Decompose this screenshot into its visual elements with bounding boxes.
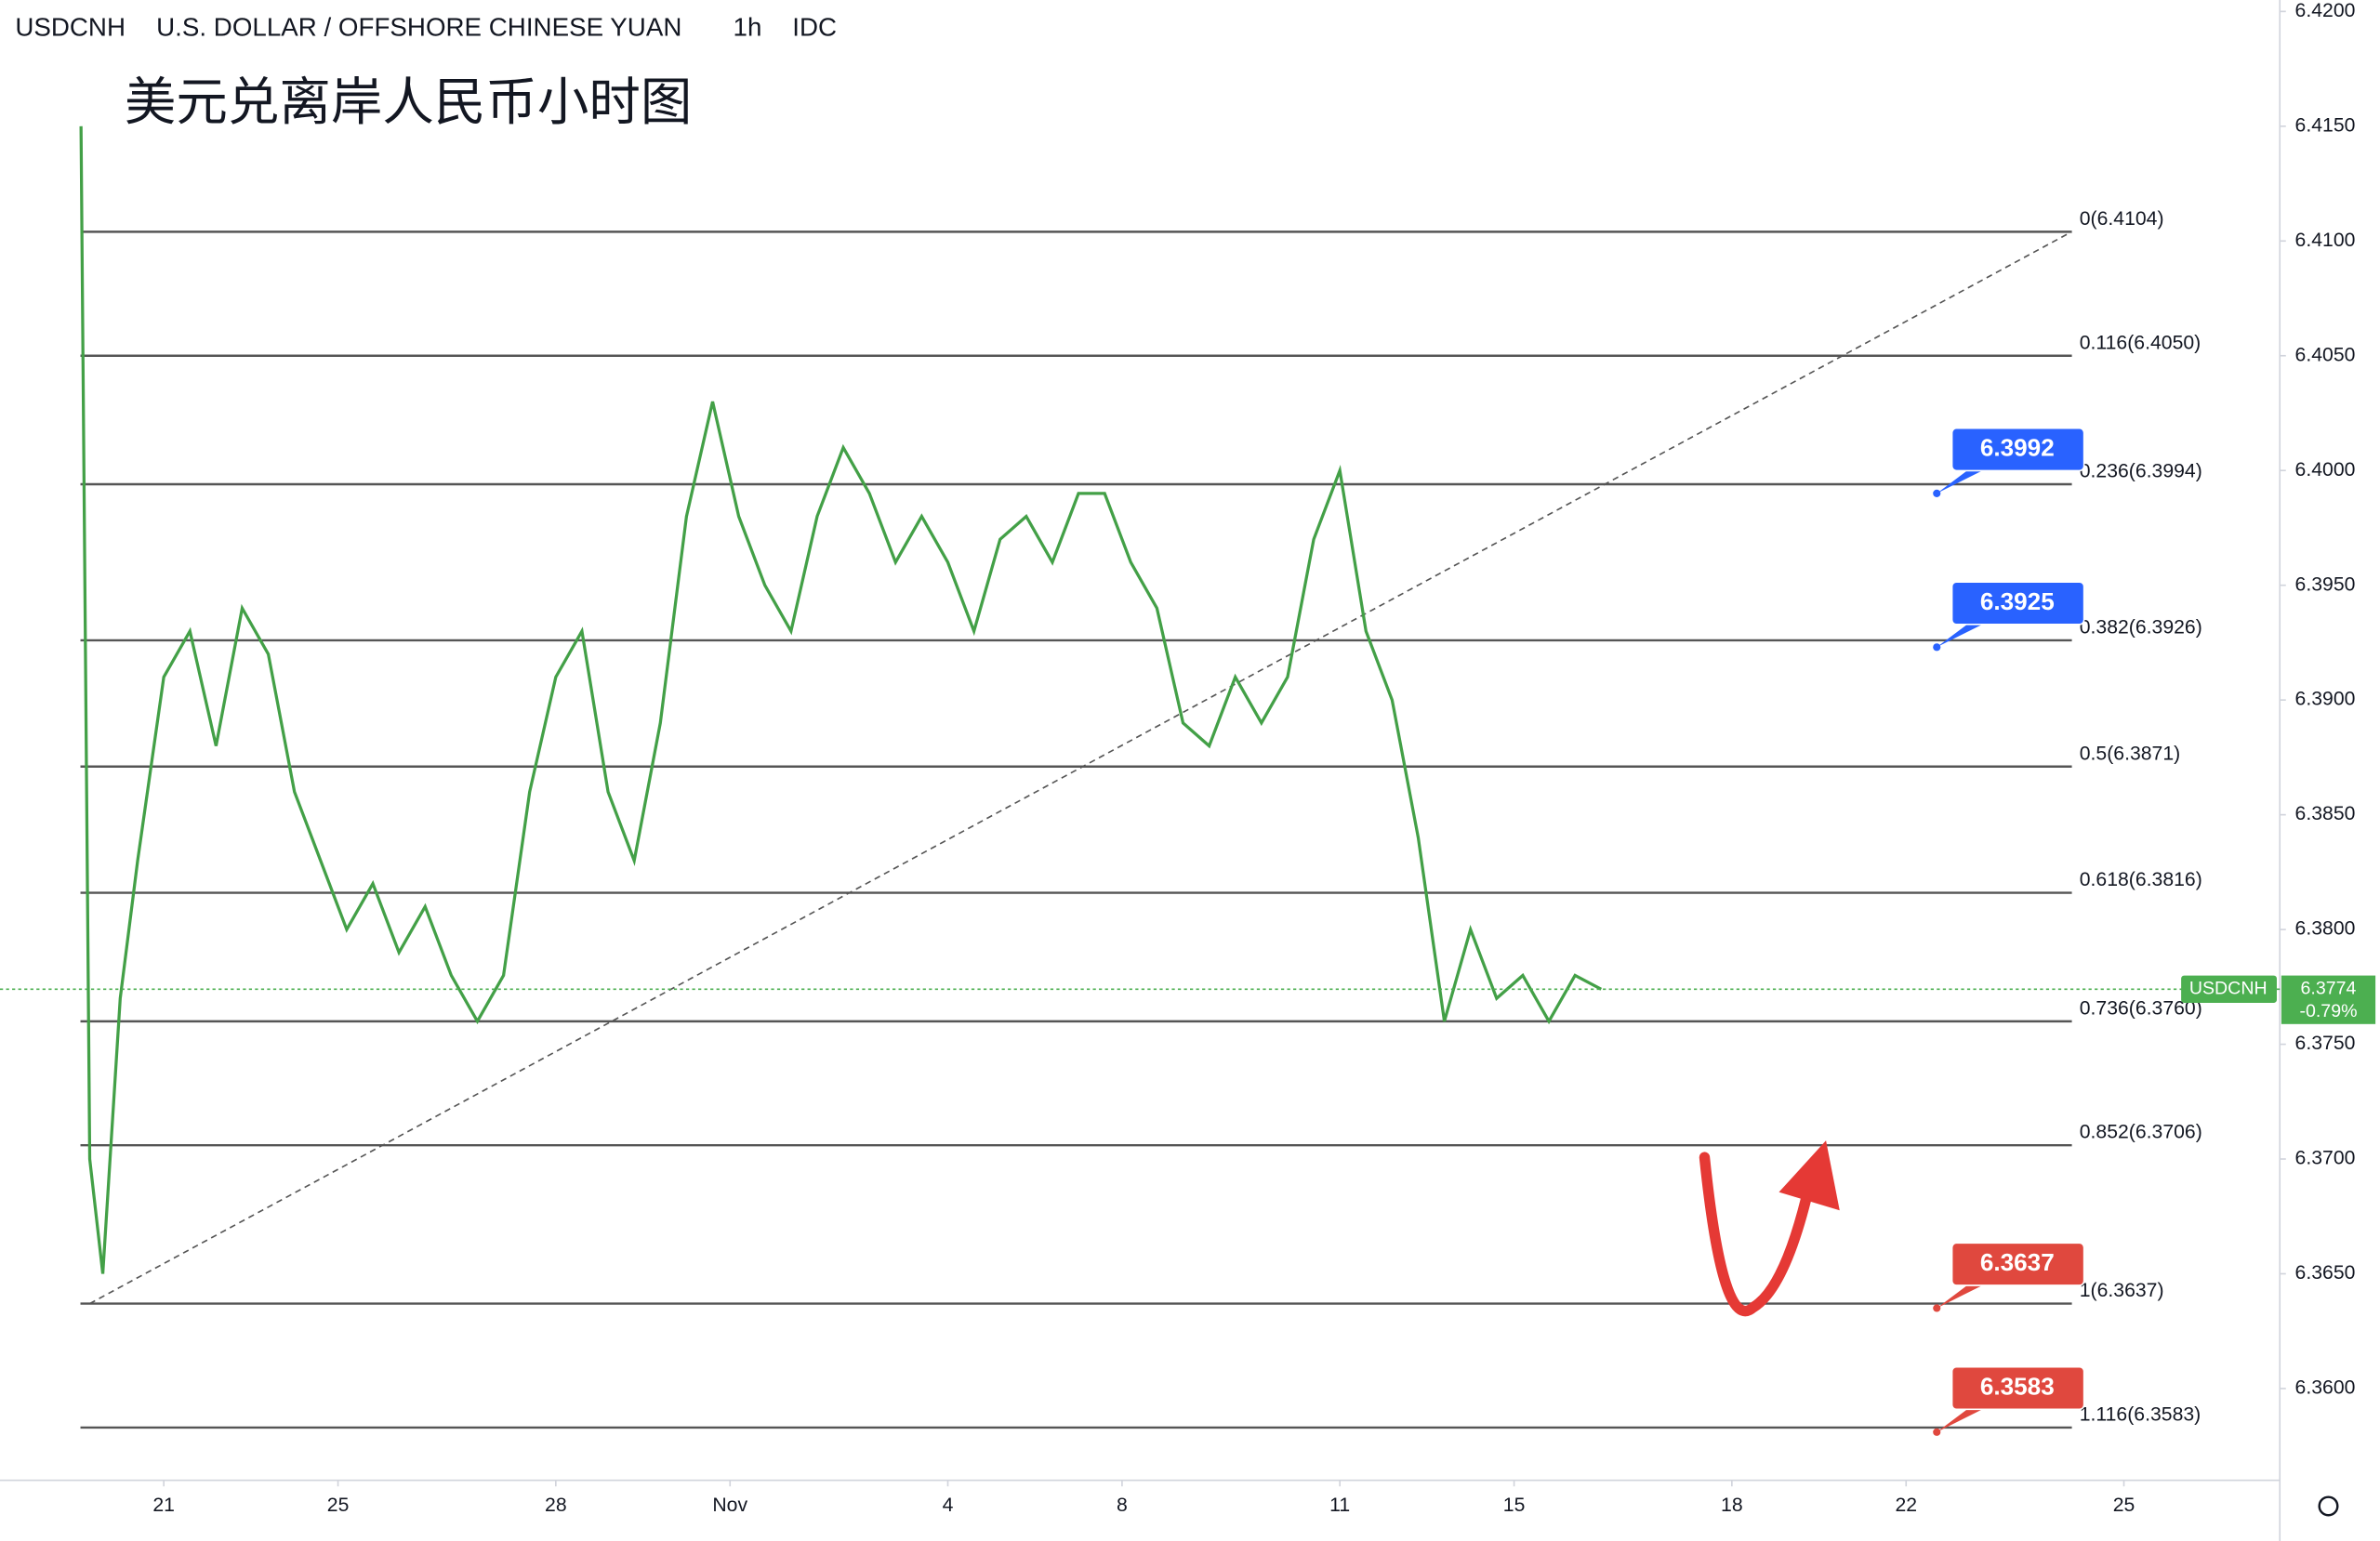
fib-label: 0(6.4104) bbox=[2080, 208, 2164, 230]
price-mark-dot bbox=[1933, 489, 1941, 497]
last-price-tag bbox=[2281, 975, 2376, 1024]
x-tick-label: 25 bbox=[2113, 1495, 2135, 1516]
x-tick-label: 15 bbox=[1503, 1495, 1526, 1516]
fib-label: 0.382(6.3926) bbox=[2080, 617, 2202, 639]
price-mark-label: 6.3992 bbox=[1980, 433, 2055, 461]
arrow-head bbox=[1778, 1140, 1840, 1211]
y-tick-label: 6.3800 bbox=[2295, 918, 2356, 940]
last-price-label: 6.3774 bbox=[2301, 978, 2357, 998]
price-mark-box bbox=[1950, 427, 2085, 472]
price-mark-label: 6.3583 bbox=[1980, 1372, 2055, 1400]
price-mark-dot bbox=[1933, 643, 1941, 652]
price-mark-label: 6.3925 bbox=[1980, 587, 2055, 615]
settings-icon[interactable] bbox=[2318, 1495, 2339, 1517]
symbol-tag bbox=[2181, 975, 2277, 1003]
y-tick-label: 6.3950 bbox=[2295, 573, 2356, 595]
arrow bbox=[1699, 1152, 1812, 1317]
price-line bbox=[79, 125, 1603, 1274]
y-tick-label: 6.4200 bbox=[2295, 0, 2356, 21]
trendline bbox=[89, 230, 2072, 1305]
x-tick-label: 25 bbox=[327, 1495, 350, 1516]
fib-label: 0.736(6.3760) bbox=[2080, 997, 2202, 1019]
fib-label: 0.116(6.4050) bbox=[2080, 332, 2201, 353]
x-tick-label: 18 bbox=[1721, 1495, 1743, 1516]
x-tick-label: 11 bbox=[1329, 1495, 1350, 1516]
fib-label: 0.618(6.3816) bbox=[2080, 869, 2202, 890]
x-tick-label: 28 bbox=[545, 1495, 567, 1516]
x-tick-label: 8 bbox=[1117, 1495, 1128, 1516]
y-tick-label: 6.3600 bbox=[2295, 1377, 2356, 1399]
price-mark-box bbox=[1950, 581, 2085, 626]
y-tick-label: 6.3700 bbox=[2295, 1148, 2356, 1169]
y-tick-label: 6.3750 bbox=[2295, 1033, 2356, 1054]
y-tick-label: 6.4100 bbox=[2295, 230, 2356, 251]
fib-label: 0.5(6.3871) bbox=[2080, 743, 2180, 764]
price-mark-dot bbox=[1933, 1304, 1941, 1312]
fib-label: 1(6.3637) bbox=[2080, 1280, 2164, 1301]
y-tick-label: 6.3900 bbox=[2295, 689, 2356, 710]
source: IDC bbox=[792, 12, 837, 41]
price-mark-box bbox=[1950, 1365, 2085, 1411]
fib-label: 0.236(6.3994) bbox=[2080, 461, 2202, 482]
x-tick-label: 21 bbox=[152, 1495, 175, 1516]
y-tick-label: 6.3850 bbox=[2295, 803, 2356, 824]
price-mark-label: 6.3637 bbox=[1980, 1248, 2055, 1276]
interval: 1h bbox=[734, 12, 762, 41]
fib-label: 0.852(6.3706) bbox=[2080, 1122, 2202, 1143]
chart-title: 美元兑离岸人民币小时图 bbox=[125, 73, 692, 131]
y-tick-label: 6.4150 bbox=[2295, 114, 2356, 136]
price-mark-box bbox=[1950, 1242, 2085, 1286]
price-mark-dot bbox=[1933, 1428, 1941, 1436]
x-tick-label: Nov bbox=[712, 1495, 747, 1516]
x-tick-label: 4 bbox=[943, 1495, 954, 1516]
description: U.S. DOLLAR / OFFSHORE CHINESE YUAN bbox=[156, 12, 681, 41]
y-tick-label: 6.4000 bbox=[2295, 459, 2356, 481]
symbol: USDCNH bbox=[15, 12, 126, 41]
price-mark-pointer bbox=[1937, 1285, 1983, 1309]
fib-label: 1.116(6.3583) bbox=[2080, 1403, 2201, 1425]
y-tick-label: 6.3650 bbox=[2295, 1262, 2356, 1284]
y-tick-label: 6.4050 bbox=[2295, 344, 2356, 365]
x-tick-label: 22 bbox=[1895, 1495, 1917, 1516]
last-price-change: -0.79% bbox=[2299, 1001, 2357, 1021]
symbol-tag-label: USDCNH bbox=[2189, 978, 2268, 998]
